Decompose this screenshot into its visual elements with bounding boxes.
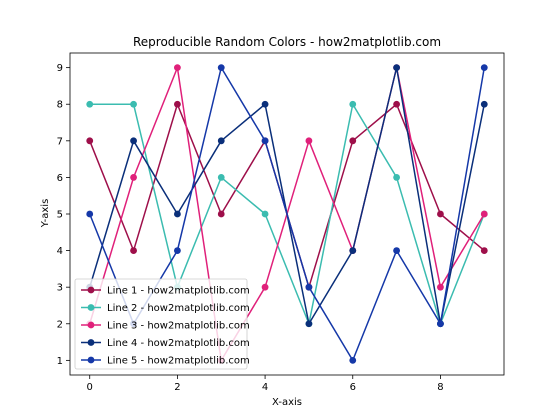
data-point-series-5 bbox=[437, 320, 444, 328]
data-point-series-4 bbox=[305, 320, 313, 328]
data-point-series-2 bbox=[261, 210, 269, 218]
data-point-series-1 bbox=[174, 100, 181, 108]
legend-label-1: Line 1 - how2matplotlib.com bbox=[107, 286, 250, 297]
legend-box bbox=[74, 278, 248, 370]
legend-marker-2 bbox=[87, 304, 95, 311]
data-point-series-3 bbox=[130, 174, 137, 181]
data-point-series-3 bbox=[261, 283, 269, 291]
data-point-series-5 bbox=[217, 64, 225, 72]
x-tick-label: 6 bbox=[350, 382, 356, 393]
y-tick-label: 2 bbox=[57, 319, 63, 330]
legend: Line 1 - how2matplotlib.com Line 2 - how2… bbox=[74, 278, 250, 370]
data-point-series-2 bbox=[217, 174, 225, 181]
legend-marker-5 bbox=[87, 356, 95, 364]
legend-marker-1 bbox=[87, 286, 95, 294]
plot-area: 0 2 4 6 8 1 2 3 4 5 6 7 8 9 Line 1 - how2matplotlib.co… bbox=[57, 52, 505, 393]
legend-label-5: Line 5 - how2matplotlib.com bbox=[107, 356, 250, 367]
data-point-series-1 bbox=[349, 137, 357, 145]
data-point-series-3 bbox=[437, 283, 444, 291]
data-point-series-2 bbox=[130, 100, 137, 108]
data-point-series-5 bbox=[305, 283, 313, 291]
data-point-series-2 bbox=[86, 100, 94, 108]
data-point-series-4 bbox=[480, 100, 488, 108]
legend-marker-3 bbox=[87, 321, 95, 329]
y-tick-label: 4 bbox=[57, 246, 63, 257]
x-tick-label: 8 bbox=[437, 382, 443, 393]
x-tick-label: 4 bbox=[262, 382, 268, 393]
y-tick-label: 6 bbox=[57, 173, 63, 184]
data-point-series-4 bbox=[217, 137, 225, 145]
data-point-series-3 bbox=[305, 137, 313, 145]
data-point-series-2 bbox=[393, 174, 400, 181]
data-point-series-5 bbox=[174, 247, 181, 254]
data-point-series-4 bbox=[393, 64, 400, 72]
data-point-series-5 bbox=[393, 247, 400, 254]
data-point-series-5 bbox=[349, 356, 357, 364]
x-axis-label: X-axis bbox=[272, 397, 302, 408]
x-tick-label: 2 bbox=[174, 382, 180, 393]
legend-label-2: Line 2 - how2matplotlib.com bbox=[107, 303, 250, 314]
data-point-series-1 bbox=[217, 210, 225, 218]
data-point-series-3 bbox=[480, 210, 488, 218]
y-tick-label: 8 bbox=[57, 100, 63, 111]
data-point-series-3 bbox=[174, 64, 181, 72]
legend-marker-4 bbox=[87, 339, 95, 346]
legend-label-4: Line 4 - how2matplotlib.com bbox=[107, 338, 250, 349]
y-tick-label: 7 bbox=[57, 136, 63, 147]
y-tick-label: 5 bbox=[57, 210, 63, 221]
data-point-series-5 bbox=[480, 64, 488, 72]
y-tick-label: 9 bbox=[57, 63, 63, 74]
axes-frame bbox=[69, 52, 505, 376]
data-point-series-4 bbox=[261, 100, 269, 108]
data-point-series-1 bbox=[393, 100, 400, 108]
data-point-series-1 bbox=[86, 137, 94, 145]
data-point-series-1 bbox=[130, 247, 137, 254]
chart-title: Reproducible Random Colors - how2matplot… bbox=[133, 35, 441, 49]
legend-label-3: Line 3 - how2matplotlib.com bbox=[107, 321, 250, 332]
data-point-series-4 bbox=[174, 210, 181, 218]
data-point-series-1 bbox=[437, 210, 444, 218]
series-line-2 bbox=[89, 103, 485, 325]
data-point-series-1 bbox=[480, 247, 488, 254]
data-point-series-5 bbox=[86, 210, 94, 218]
y-axis-label: Y-axis bbox=[40, 199, 51, 229]
data-point-series-2 bbox=[349, 100, 357, 108]
x-tick-label: 0 bbox=[87, 382, 93, 393]
y-tick-label: 1 bbox=[57, 356, 63, 367]
y-tick-label: 3 bbox=[57, 283, 63, 294]
data-point-series-4 bbox=[130, 137, 137, 145]
data-point-series-4 bbox=[349, 247, 357, 254]
data-point-series-5 bbox=[261, 137, 269, 145]
